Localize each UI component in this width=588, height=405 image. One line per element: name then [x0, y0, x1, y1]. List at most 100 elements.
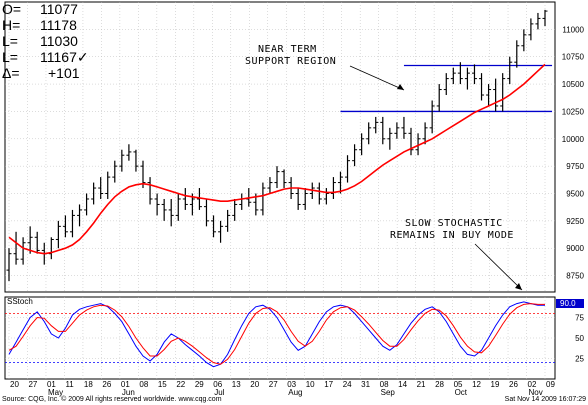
- ohlc-bar: [260, 182, 266, 216]
- ohlc-bar: [84, 193, 90, 216]
- ohlc-bar: [62, 215, 68, 238]
- ohlc-bar: [281, 169, 287, 189]
- day-tick-label: 27: [269, 380, 278, 389]
- ohlc-bar: [6, 248, 12, 282]
- ohlc-bar: [274, 166, 280, 189]
- ohlc-bar: [182, 188, 188, 210]
- month-label: Jul: [214, 388, 224, 397]
- stochastic-label: SStoch: [7, 297, 33, 306]
- ohlc-last-label: L=: [2, 49, 18, 65]
- price-tick-label: 9000: [566, 244, 584, 253]
- day-tick-label: 06: [213, 380, 222, 389]
- ohlc-bar: [196, 188, 202, 210]
- ohlc-bar: [147, 177, 153, 205]
- price-tick-label: 10500: [562, 80, 585, 89]
- day-tick-label: 09: [546, 380, 555, 389]
- ohlc-bar: [542, 9, 548, 27]
- ohlc-bar: [401, 116, 407, 139]
- price-tick-label: 10750: [562, 53, 585, 62]
- ohlc-bar: [161, 198, 167, 221]
- ohlc-bar: [443, 73, 449, 96]
- day-tick-label: 10: [306, 380, 315, 389]
- day-tick-label: 05: [454, 380, 463, 389]
- price-tick-label: 11000: [562, 25, 584, 34]
- stochastic-value-badge: [556, 299, 584, 308]
- day-tick-label: 08: [380, 380, 389, 389]
- ohlc-bar: [175, 193, 181, 221]
- moving-average-line: [8, 63, 546, 255]
- ohlc-bar: [69, 209, 75, 238]
- ohlc-bar: [471, 64, 477, 85]
- ohlc-bar: [13, 231, 19, 265]
- stochastic-value-text: 90.0: [560, 299, 576, 308]
- day-tick-label: 28: [435, 380, 444, 389]
- day-tick-label: 01: [47, 380, 56, 389]
- ohlc-open-value: 11077: [40, 1, 78, 17]
- ohlc-bar: [408, 127, 414, 156]
- day-tick-label: 17: [324, 380, 333, 389]
- ohlc-bar: [514, 40, 520, 68]
- ohlc-high-value: 11178: [40, 17, 77, 33]
- ohlc-bar: [464, 67, 470, 90]
- footer-source: Source: CQG, Inc. © 2009 All rights rese…: [2, 395, 222, 403]
- ohlc-bar: [20, 237, 26, 265]
- annotation-support-line2: SUPPORT REGION: [245, 56, 336, 67]
- ohlc-bar: [457, 62, 463, 85]
- day-tick-label: 03: [287, 380, 296, 389]
- day-tick-label: 15: [158, 380, 167, 389]
- stochastic-k-line: [8, 301, 545, 368]
- ohlc-bar: [133, 149, 139, 172]
- ohlc-bar: [493, 78, 499, 112]
- ohlc-bar: [34, 231, 40, 254]
- ohlc-bar: [126, 144, 132, 161]
- day-tick-label: 13: [232, 380, 241, 389]
- ohlc-bar: [479, 73, 485, 101]
- ohlc-bar: [98, 177, 104, 199]
- ohlc-bar: [330, 177, 336, 199]
- annotation-stochastic: SLOW STOCHASTIC REMAINS IN BUY MODE: [390, 218, 523, 291]
- month-label: Nov: [529, 388, 543, 397]
- day-tick-label: 21: [417, 380, 426, 389]
- day-tick-label: 20: [250, 380, 259, 389]
- day-tick-label: 14: [398, 380, 407, 389]
- ohlc-bar: [295, 188, 301, 210]
- day-tick-label: 26: [102, 380, 111, 389]
- ohlc-bar: [168, 198, 174, 227]
- annotation-stoch-arrowhead: [515, 283, 522, 290]
- day-tick-label: 22: [176, 380, 185, 389]
- price-tick-label: 9750: [566, 162, 584, 171]
- day-tick-label: 24: [343, 380, 352, 389]
- ohlc-bar: [27, 226, 33, 254]
- ohlc-bar: [387, 127, 393, 150]
- price-tick-label: 10250: [562, 107, 585, 116]
- stoch-tick-label: 75: [575, 314, 584, 323]
- stochastic-d-line: [8, 303, 545, 365]
- day-tick-label: 08: [139, 380, 148, 389]
- ohlc-bar: [521, 29, 527, 52]
- stochastic-panel: [4, 296, 556, 380]
- month-label: May: [48, 388, 63, 397]
- ohlc-last-value: 11167✓: [40, 49, 89, 65]
- ohlc-bar: [345, 155, 351, 183]
- stoch-tick-label: 50: [575, 334, 584, 343]
- ohlc-bar: [352, 144, 358, 167]
- ohlc-bar: [302, 188, 308, 210]
- ohlc-bar: [267, 177, 273, 194]
- month-label: Sep: [381, 388, 396, 397]
- day-tick-label: 12: [472, 380, 481, 389]
- ohlc-low-value: 11030: [40, 33, 78, 49]
- ohlc-bar: [323, 188, 329, 205]
- ohlc-bar: [91, 182, 97, 205]
- ohlc-high-label: H=: [2, 17, 20, 33]
- month-label: Aug: [288, 388, 302, 397]
- day-tick-label: 18: [84, 380, 93, 389]
- annotation-stoch-arrow: [474, 243, 523, 291]
- ohlc-bar: [105, 171, 111, 199]
- day-tick-label: 20: [10, 380, 19, 389]
- ohlc-change-value: +101: [48, 65, 80, 81]
- month-label: Oct: [455, 388, 468, 397]
- ohlc-bar: [507, 56, 513, 85]
- price-tick-label: 9500: [566, 190, 584, 199]
- ohlc-bar: [55, 220, 61, 249]
